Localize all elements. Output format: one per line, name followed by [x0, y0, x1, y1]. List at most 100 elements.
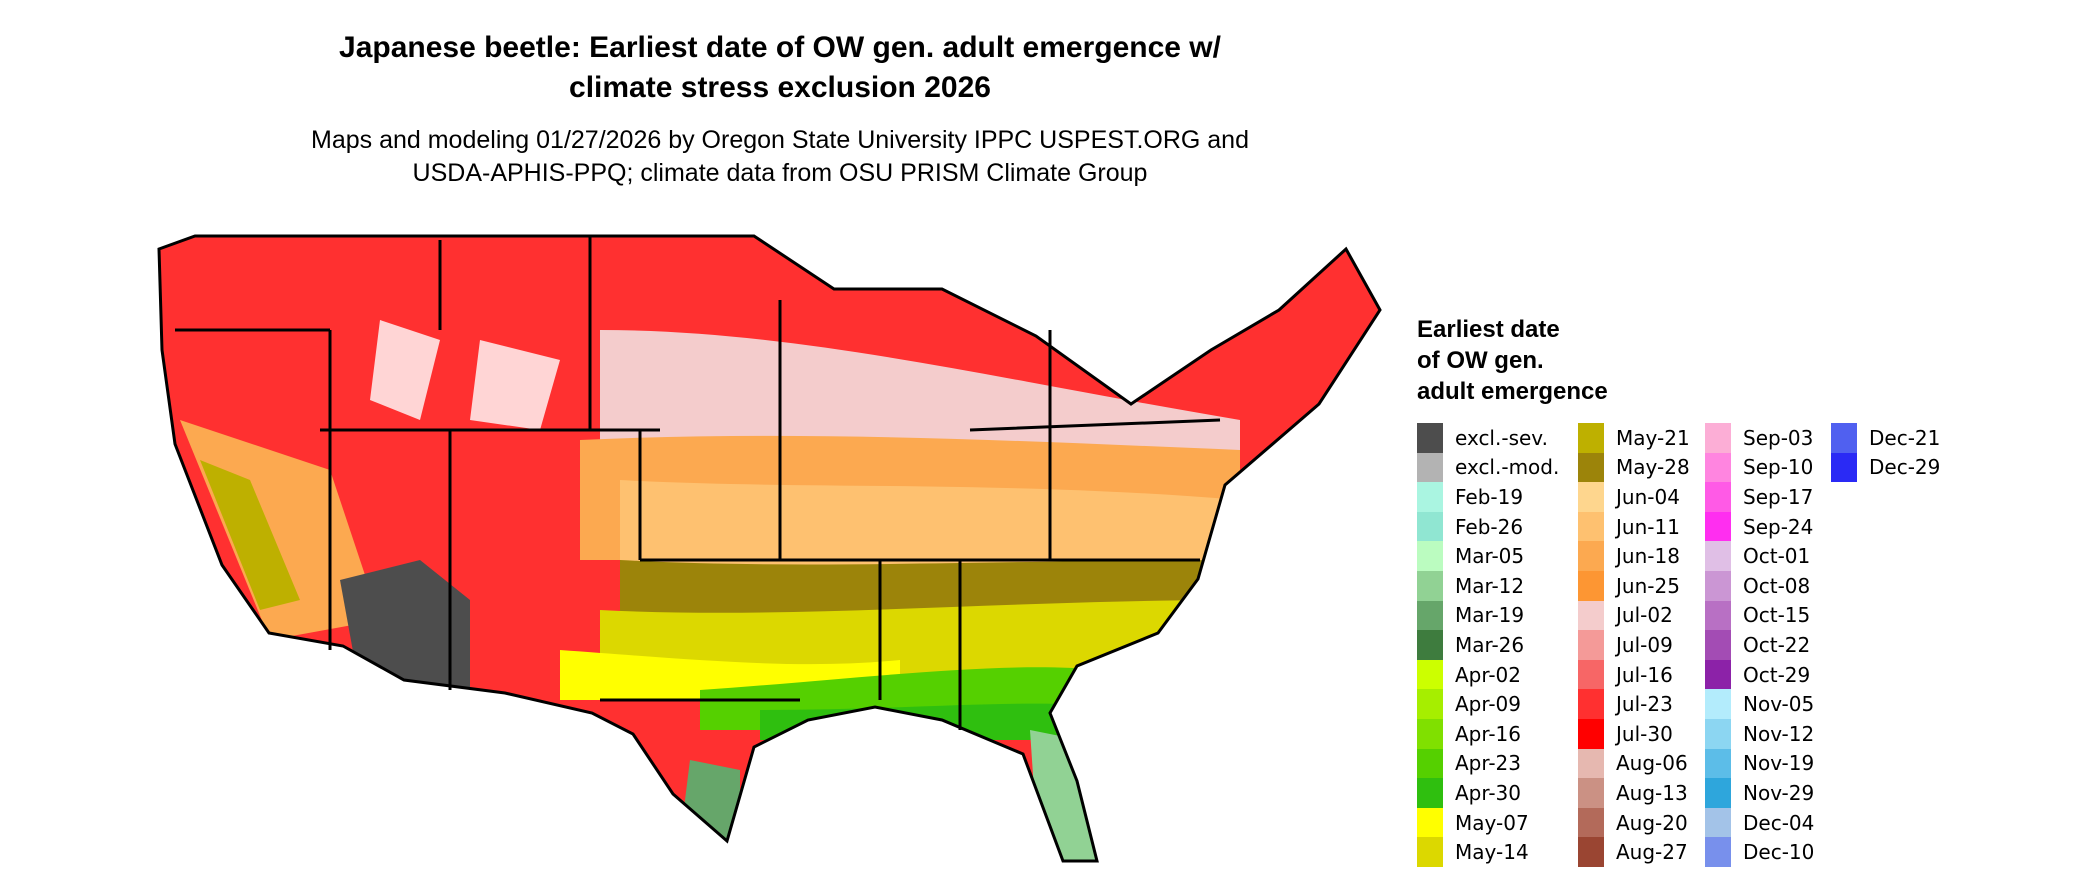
legend-item: Oct-22 — [1705, 630, 1814, 660]
legend-label: May-21 — [1616, 425, 1690, 450]
title-line: Japanese beetle: Earliest date of OW gen… — [339, 31, 1221, 64]
legend-column: excl.-sev. excl.-mod. Feb-19 Feb-26 Mar-05 Ma… — [1417, 423, 1559, 867]
legend-item: Sep-24 — [1705, 511, 1814, 542]
legend-swatch — [1578, 630, 1604, 660]
legend-swatch — [1705, 452, 1731, 483]
legend-label: Sep-17 — [1743, 484, 1814, 509]
legend-item: Sep-10 — [1705, 452, 1814, 483]
legend-item: May-28 — [1578, 452, 1690, 483]
legend-title-line: of OW gen. — [1417, 347, 1544, 374]
legend-label: Oct-08 — [1743, 573, 1811, 598]
map-subtitle: Maps and modeling 01/27/2026 by Oregon S… — [230, 124, 1330, 190]
legend-label: Jul-09 — [1616, 632, 1673, 657]
legend-label: Nov-12 — [1743, 721, 1815, 746]
legend-swatch — [1705, 511, 1731, 542]
legend-swatch — [1578, 778, 1604, 808]
legend-item: Oct-01 — [1705, 541, 1814, 571]
legend-label: excl.-mod. — [1455, 455, 1560, 480]
legend-column: Dec-21 Dec-29 — [1831, 423, 1941, 483]
legend-swatch — [1705, 837, 1731, 867]
legend-swatch — [1578, 482, 1604, 512]
legend-item: Oct-29 — [1705, 659, 1814, 690]
legend-item: Jul-30 — [1578, 718, 1690, 749]
legend-label: Jul-23 — [1616, 692, 1673, 717]
legend-swatch — [1417, 659, 1443, 690]
legend-title-line: Earliest date — [1417, 316, 1560, 343]
legend-swatch — [1705, 630, 1731, 660]
legend-label: Jul-30 — [1616, 721, 1673, 746]
legend-item: Sep-17 — [1705, 482, 1814, 512]
legend-item: Dec-10 — [1705, 837, 1814, 867]
subtitle-line: USDA-APHIS-PPQ; climate data from OSU PR… — [412, 159, 1148, 187]
legend-swatch — [1417, 807, 1443, 838]
legend-label: Feb-19 — [1455, 484, 1524, 509]
legend-swatch — [1417, 541, 1443, 571]
legend-swatch — [1578, 452, 1604, 483]
legend-label: Apr-16 — [1455, 721, 1521, 746]
legend-item: May-07 — [1417, 807, 1559, 838]
legend-label: Dec-04 — [1743, 810, 1815, 835]
legend-item: Dec-29 — [1831, 452, 1941, 483]
subtitle-line: Maps and modeling 01/27/2026 by Oregon S… — [311, 126, 1249, 154]
legend-swatch — [1417, 570, 1443, 601]
legend-label: Apr-09 — [1455, 692, 1521, 717]
legend-swatch — [1578, 807, 1604, 838]
legend-label: Sep-03 — [1743, 425, 1814, 450]
legend-label: Apr-02 — [1455, 662, 1521, 687]
legend-item: Aug-06 — [1578, 748, 1690, 779]
legend-swatch — [1417, 630, 1443, 660]
legend-swatch — [1705, 689, 1731, 719]
legend-label: Mar-26 — [1455, 632, 1525, 657]
legend-item: Jul-09 — [1578, 630, 1690, 660]
legend-swatch — [1417, 482, 1443, 512]
legend-swatch — [1578, 541, 1604, 571]
map-title: Japanese beetle: Earliest date of OW gen… — [230, 28, 1330, 108]
legend-swatch — [1417, 778, 1443, 808]
legend-label: Mar-05 — [1455, 544, 1525, 569]
legend-label: Jun-04 — [1616, 484, 1680, 509]
legend-item: Dec-21 — [1831, 423, 1940, 453]
legend-swatch — [1417, 748, 1443, 779]
zone-south-texas — [680, 760, 740, 860]
legend-swatch — [1705, 748, 1731, 779]
legend-item: Aug-20 — [1578, 807, 1690, 838]
legend-item: Nov-19 — [1705, 748, 1814, 779]
zone-jun-11 — [620, 480, 1240, 575]
legend-item: Apr-16 — [1417, 718, 1559, 749]
map-fill — [159, 236, 1380, 861]
legend-item: excl.-sev. — [1417, 423, 1559, 453]
legend-label: Dec-21 — [1869, 425, 1941, 450]
legend-label: Aug-20 — [1616, 810, 1688, 835]
legend-swatch — [1417, 423, 1443, 453]
legend-label: Jul-02 — [1616, 603, 1673, 628]
legend-label: Jun-18 — [1616, 544, 1680, 569]
legend-swatch — [1831, 452, 1857, 483]
legend-label: Nov-29 — [1743, 780, 1815, 805]
legend-item: May-21 — [1578, 423, 1690, 453]
legend-column: Sep-03 Sep-10 Sep-17 Sep-24 Oct-01 Oct-08 Oct-… — [1705, 423, 1814, 867]
legend-item: Jul-02 — [1578, 600, 1690, 631]
legend-item: Mar-05 — [1417, 541, 1559, 571]
legend-item: Apr-09 — [1417, 689, 1559, 719]
legend-label: Jun-11 — [1616, 514, 1680, 539]
legend-label: Jul-16 — [1616, 662, 1673, 687]
legend-label: Dec-29 — [1869, 455, 1941, 480]
legend-item: Oct-15 — [1705, 600, 1814, 631]
legend-item: Apr-02 — [1417, 659, 1559, 690]
legend-swatch — [1417, 600, 1443, 631]
legend-label: Mar-12 — [1455, 573, 1525, 598]
legend-swatch — [1578, 570, 1604, 601]
legend-swatch — [1578, 600, 1604, 631]
legend-label: Sep-10 — [1743, 455, 1814, 480]
legend-swatch — [1705, 541, 1731, 571]
legend-swatch — [1417, 511, 1443, 542]
legend-label: excl.-sev. — [1455, 425, 1548, 450]
legend-label: Aug-27 — [1616, 840, 1688, 865]
legend-label: Oct-01 — [1743, 544, 1811, 569]
legend-item: Jul-23 — [1578, 689, 1690, 719]
zone-central-valley — [200, 460, 300, 610]
legend-label: Feb-26 — [1455, 514, 1524, 539]
legend-swatch — [1417, 452, 1443, 483]
legend-swatch — [1578, 659, 1604, 690]
